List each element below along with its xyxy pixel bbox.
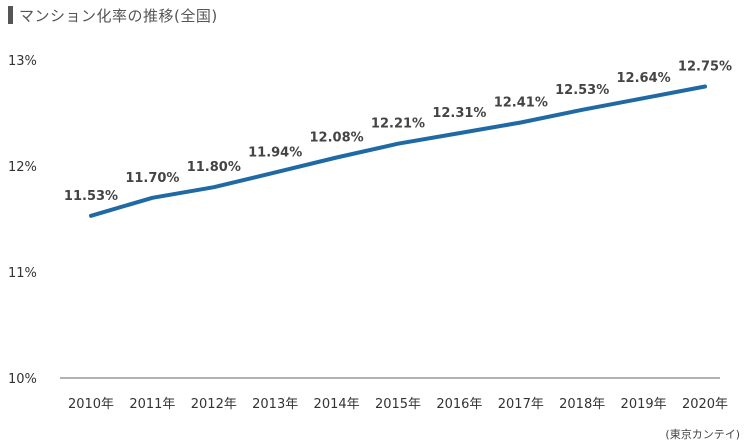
x-tick-label: 2016年 (436, 397, 482, 412)
data-label: 11.80% (187, 160, 241, 175)
x-tick-label: 2014年 (314, 397, 360, 412)
y-axis-labels: 13% 12% 11% 10% (8, 54, 37, 387)
data-label: 12.75% (678, 60, 732, 75)
title-text: マンション化率の推移(全国) (19, 6, 218, 25)
data-label: 11.94% (248, 145, 302, 160)
x-tick-label: 2011年 (129, 397, 175, 412)
y-tick-label: 13% (8, 54, 37, 69)
data-label: 12.31% (432, 106, 486, 121)
x-tick-label: 2019年 (621, 397, 667, 412)
x-tick-label: 2015年 (375, 397, 421, 412)
chart-title: マンション化率の推移(全国) (8, 3, 218, 27)
data-label: 12.41% (494, 96, 548, 111)
data-labels: 11.53% 11.70% 11.80% 11.94% 12.08% 12.21% 12.3… (64, 60, 732, 204)
y-tick-label: 11% (8, 266, 37, 281)
source-note: (東京カンテイ) (665, 428, 740, 441)
data-label: 12.64% (617, 71, 671, 86)
x-tick-label: 2013年 (252, 397, 298, 412)
series-line (89, 84, 707, 218)
y-tick-label: 10% (8, 372, 37, 387)
data-label: 12.08% (310, 131, 364, 146)
data-label: 12.53% (555, 83, 609, 98)
data-label: 11.53% (64, 189, 118, 204)
x-axis-labels: 2010年 2011年 2012年 2013年 2014年 2015年 2016年 2017年… (68, 397, 728, 412)
x-tick-label: 2017年 (498, 397, 544, 412)
data-label: 12.21% (371, 117, 425, 132)
title-accent-bar (8, 6, 13, 24)
x-tick-label: 2018年 (559, 397, 605, 412)
y-tick-label: 12% (8, 160, 37, 175)
data-label: 11.70% (125, 171, 179, 186)
x-tick-label: 2020年 (682, 397, 728, 412)
x-tick-label: 2010年 (68, 397, 114, 412)
x-tick-label: 2012年 (191, 397, 237, 412)
